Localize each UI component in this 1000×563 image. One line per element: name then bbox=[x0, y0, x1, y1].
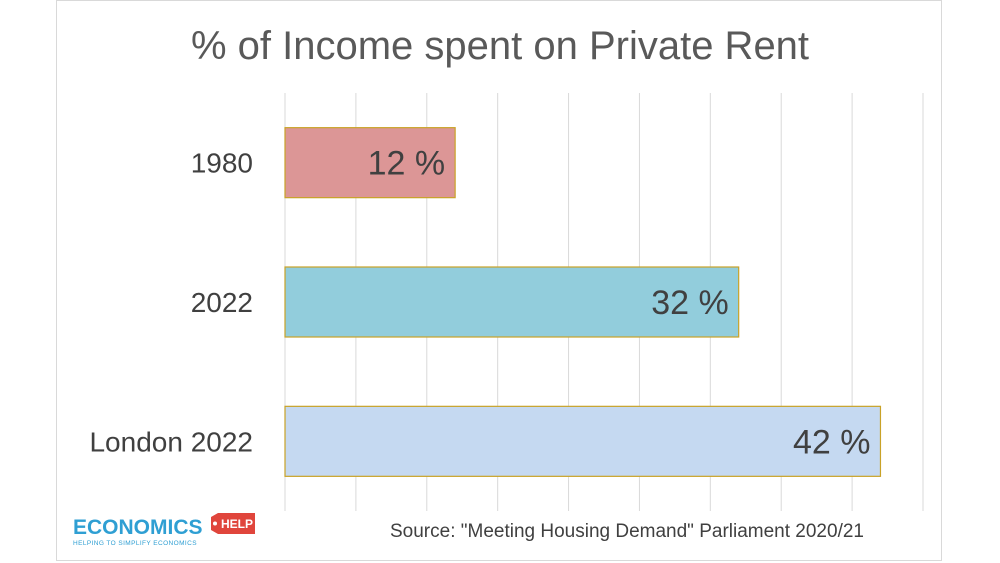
logo-badge-hole bbox=[213, 521, 217, 526]
bar-0 bbox=[284, 127, 456, 199]
data-label-2: 42 % bbox=[793, 423, 871, 461]
chart-frame: % of Income spent on Private Rent 12 % 19… bbox=[56, 0, 942, 561]
category-label-2: London 2022 bbox=[89, 426, 253, 457]
economics-help-logo: ECONOMICS HELP HELPING TO SIMPLIFY ECONO… bbox=[73, 513, 255, 547]
data-label-1: 32 % bbox=[651, 284, 729, 322]
category-label-0: 1980 bbox=[191, 148, 253, 179]
chart-svg: % of Income spent on Private Rent 12 % 19… bbox=[73, 24, 924, 547]
bar-2 bbox=[284, 405, 882, 477]
data-label-0: 12 % bbox=[368, 145, 446, 183]
chart-title: % of Income spent on Private Rent bbox=[191, 24, 809, 68]
logo-tagline: HELPING TO SIMPLIFY ECONOMICS bbox=[73, 540, 197, 547]
logo-text: ECONOMICS bbox=[73, 516, 203, 539]
logo-badge bbox=[211, 513, 255, 534]
category-label-1: 2022 bbox=[191, 287, 253, 318]
bars bbox=[284, 127, 882, 477]
labels: 12 % 1980 32 % 2022 42 % London 2022 bbox=[89, 145, 870, 462]
bar-1 bbox=[284, 266, 740, 338]
source-note: Source: "Meeting Housing Demand" Parliam… bbox=[390, 521, 864, 542]
logo-badge-text: HELP bbox=[221, 517, 253, 531]
